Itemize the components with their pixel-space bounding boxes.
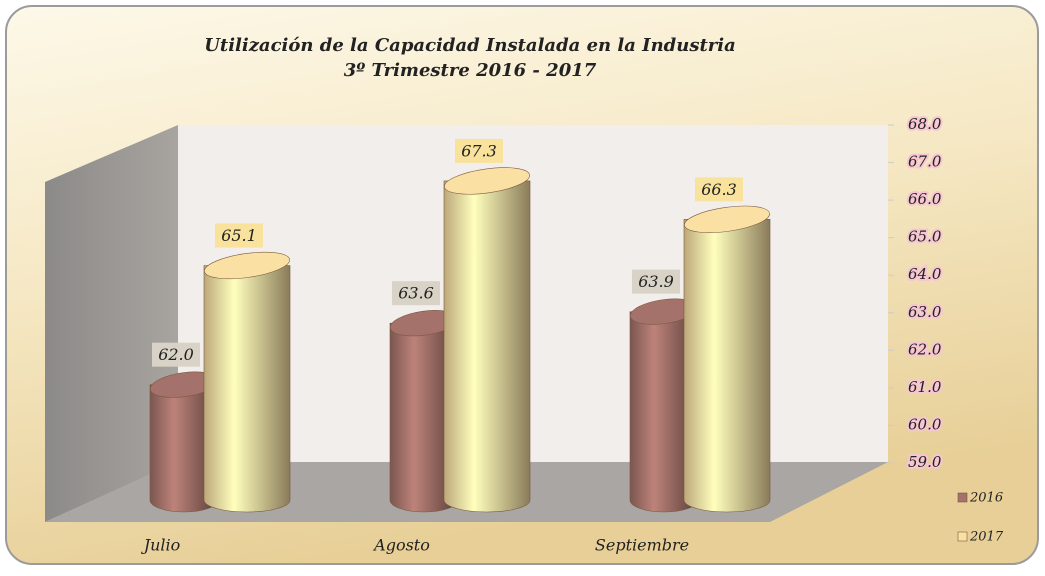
y-tick-label: 63.0	[908, 303, 942, 321]
chart-subtitle: 3º Trimestre 2016 - 2017	[344, 60, 597, 81]
value-label: 66.3	[701, 180, 737, 199]
legend-swatch	[957, 492, 968, 503]
value-label: 63.6	[398, 284, 434, 303]
value-label-box	[632, 269, 680, 294]
cylinder	[443, 180, 531, 513]
legend-label: 2016	[969, 491, 1003, 506]
y-tick-label: 60.0	[908, 415, 942, 433]
value-label-box	[392, 281, 440, 306]
cylinder	[683, 219, 771, 513]
y-tick-label: 66.0	[908, 190, 942, 208]
value-label-box	[695, 177, 743, 202]
cylinder-top	[204, 251, 290, 280]
value-label-box	[215, 223, 263, 248]
value-label: 67.3	[461, 141, 497, 160]
cylinder-top	[684, 205, 770, 233]
y-tick-label: 67.0	[908, 153, 942, 171]
y-tick-label: 64.0	[908, 265, 942, 283]
y-tick-label: 62.0	[908, 340, 942, 358]
legend-swatch	[957, 531, 968, 542]
x-tick-label: Agosto	[372, 536, 430, 555]
value-label: 65.1	[221, 226, 257, 245]
value-label-box	[152, 342, 200, 367]
value-label: 63.9	[638, 272, 674, 291]
value-label-box	[455, 138, 503, 163]
side-wall	[45, 125, 178, 522]
cylinder	[203, 265, 291, 513]
chart-title: Utilización de la Capacidad Instalada en…	[204, 35, 736, 56]
x-tick-label: Septiembre	[595, 536, 689, 555]
y-tick-label: 68.0	[908, 115, 942, 133]
cylinder-top	[444, 167, 530, 195]
legend-label: 2017	[969, 530, 1004, 545]
y-tick-label: 65.0	[908, 228, 942, 246]
y-tick-label: 59.0	[908, 453, 942, 471]
y-tick-label: 61.0	[908, 378, 942, 396]
x-tick-label: Julio	[141, 536, 181, 555]
value-label: 62.0	[158, 345, 194, 364]
